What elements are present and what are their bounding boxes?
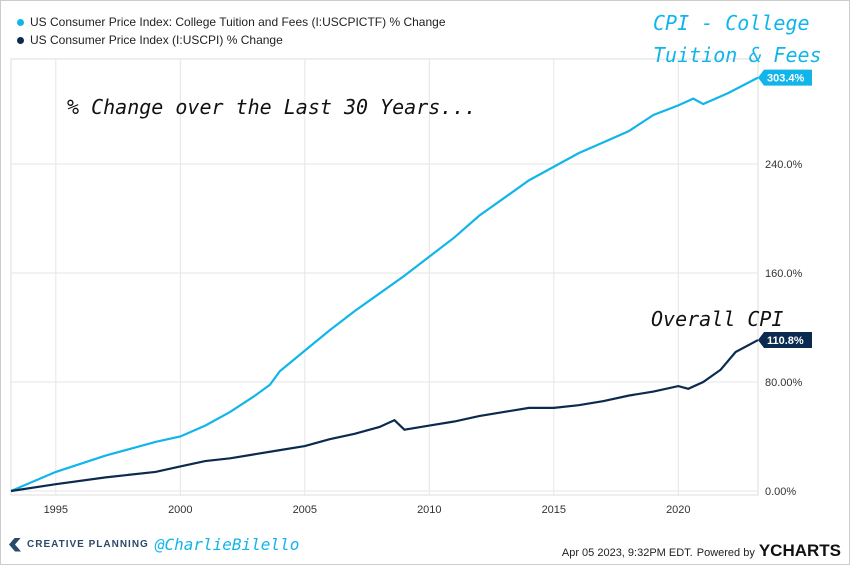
end-value-badge: [758, 332, 812, 349]
y-tick-label: 160.0%: [765, 268, 803, 280]
twitter-handle: @CharlieBilello: [154, 535, 300, 554]
footer-right: Apr 05 2023, 9:32PM EDT. Powered by YCHA…: [561, 541, 841, 560]
x-tick-label: 2005: [293, 504, 317, 516]
end-value-label: 303.4%: [767, 73, 805, 85]
legend-dot-icon: [17, 36, 24, 44]
end-value-badge: [758, 69, 812, 86]
series-line-1: [10, 339, 759, 493]
plot-border: [10, 58, 759, 496]
timestamp: Apr 05 2023, 9:32PM EDT.: [561, 547, 693, 559]
legend-item-tuition[interactable]: US Consumer Price Index: College Tuition…: [17, 15, 446, 29]
legend-dot-icon: [17, 18, 24, 26]
x-tick-label: 2015: [542, 504, 566, 516]
annotation-cpi: Overall CPI: [651, 307, 784, 331]
x-tick-label: 2020: [666, 504, 690, 516]
end-value-label: 110.8%: [767, 335, 804, 347]
legend-item-cpi[interactable]: US Consumer Price Index (I:USCPI) % Chan…: [17, 33, 283, 47]
creative-planning-logo: CREATIVE PLANNING @CharlieBilello: [9, 535, 299, 554]
annotation-tuition-2: Tuition & Fees: [653, 43, 822, 67]
creative-planning-icon: [9, 537, 21, 552]
x-tick-label: 1995: [44, 504, 68, 516]
series-line-0: [10, 76, 759, 493]
x-tick-label: 2000: [168, 504, 192, 516]
chart-title: % Change over the Last 30 Years...: [67, 95, 477, 119]
ycharts-logo[interactable]: YCHARTS: [758, 541, 841, 560]
y-tick-label: 0.00%: [765, 486, 796, 498]
annotation-tuition-1: CPI - College: [653, 11, 810, 35]
y-tick-label: 80.00%: [765, 377, 803, 389]
x-tick-label: 2010: [417, 504, 441, 516]
y-tick-label: 240.0%: [765, 159, 803, 171]
